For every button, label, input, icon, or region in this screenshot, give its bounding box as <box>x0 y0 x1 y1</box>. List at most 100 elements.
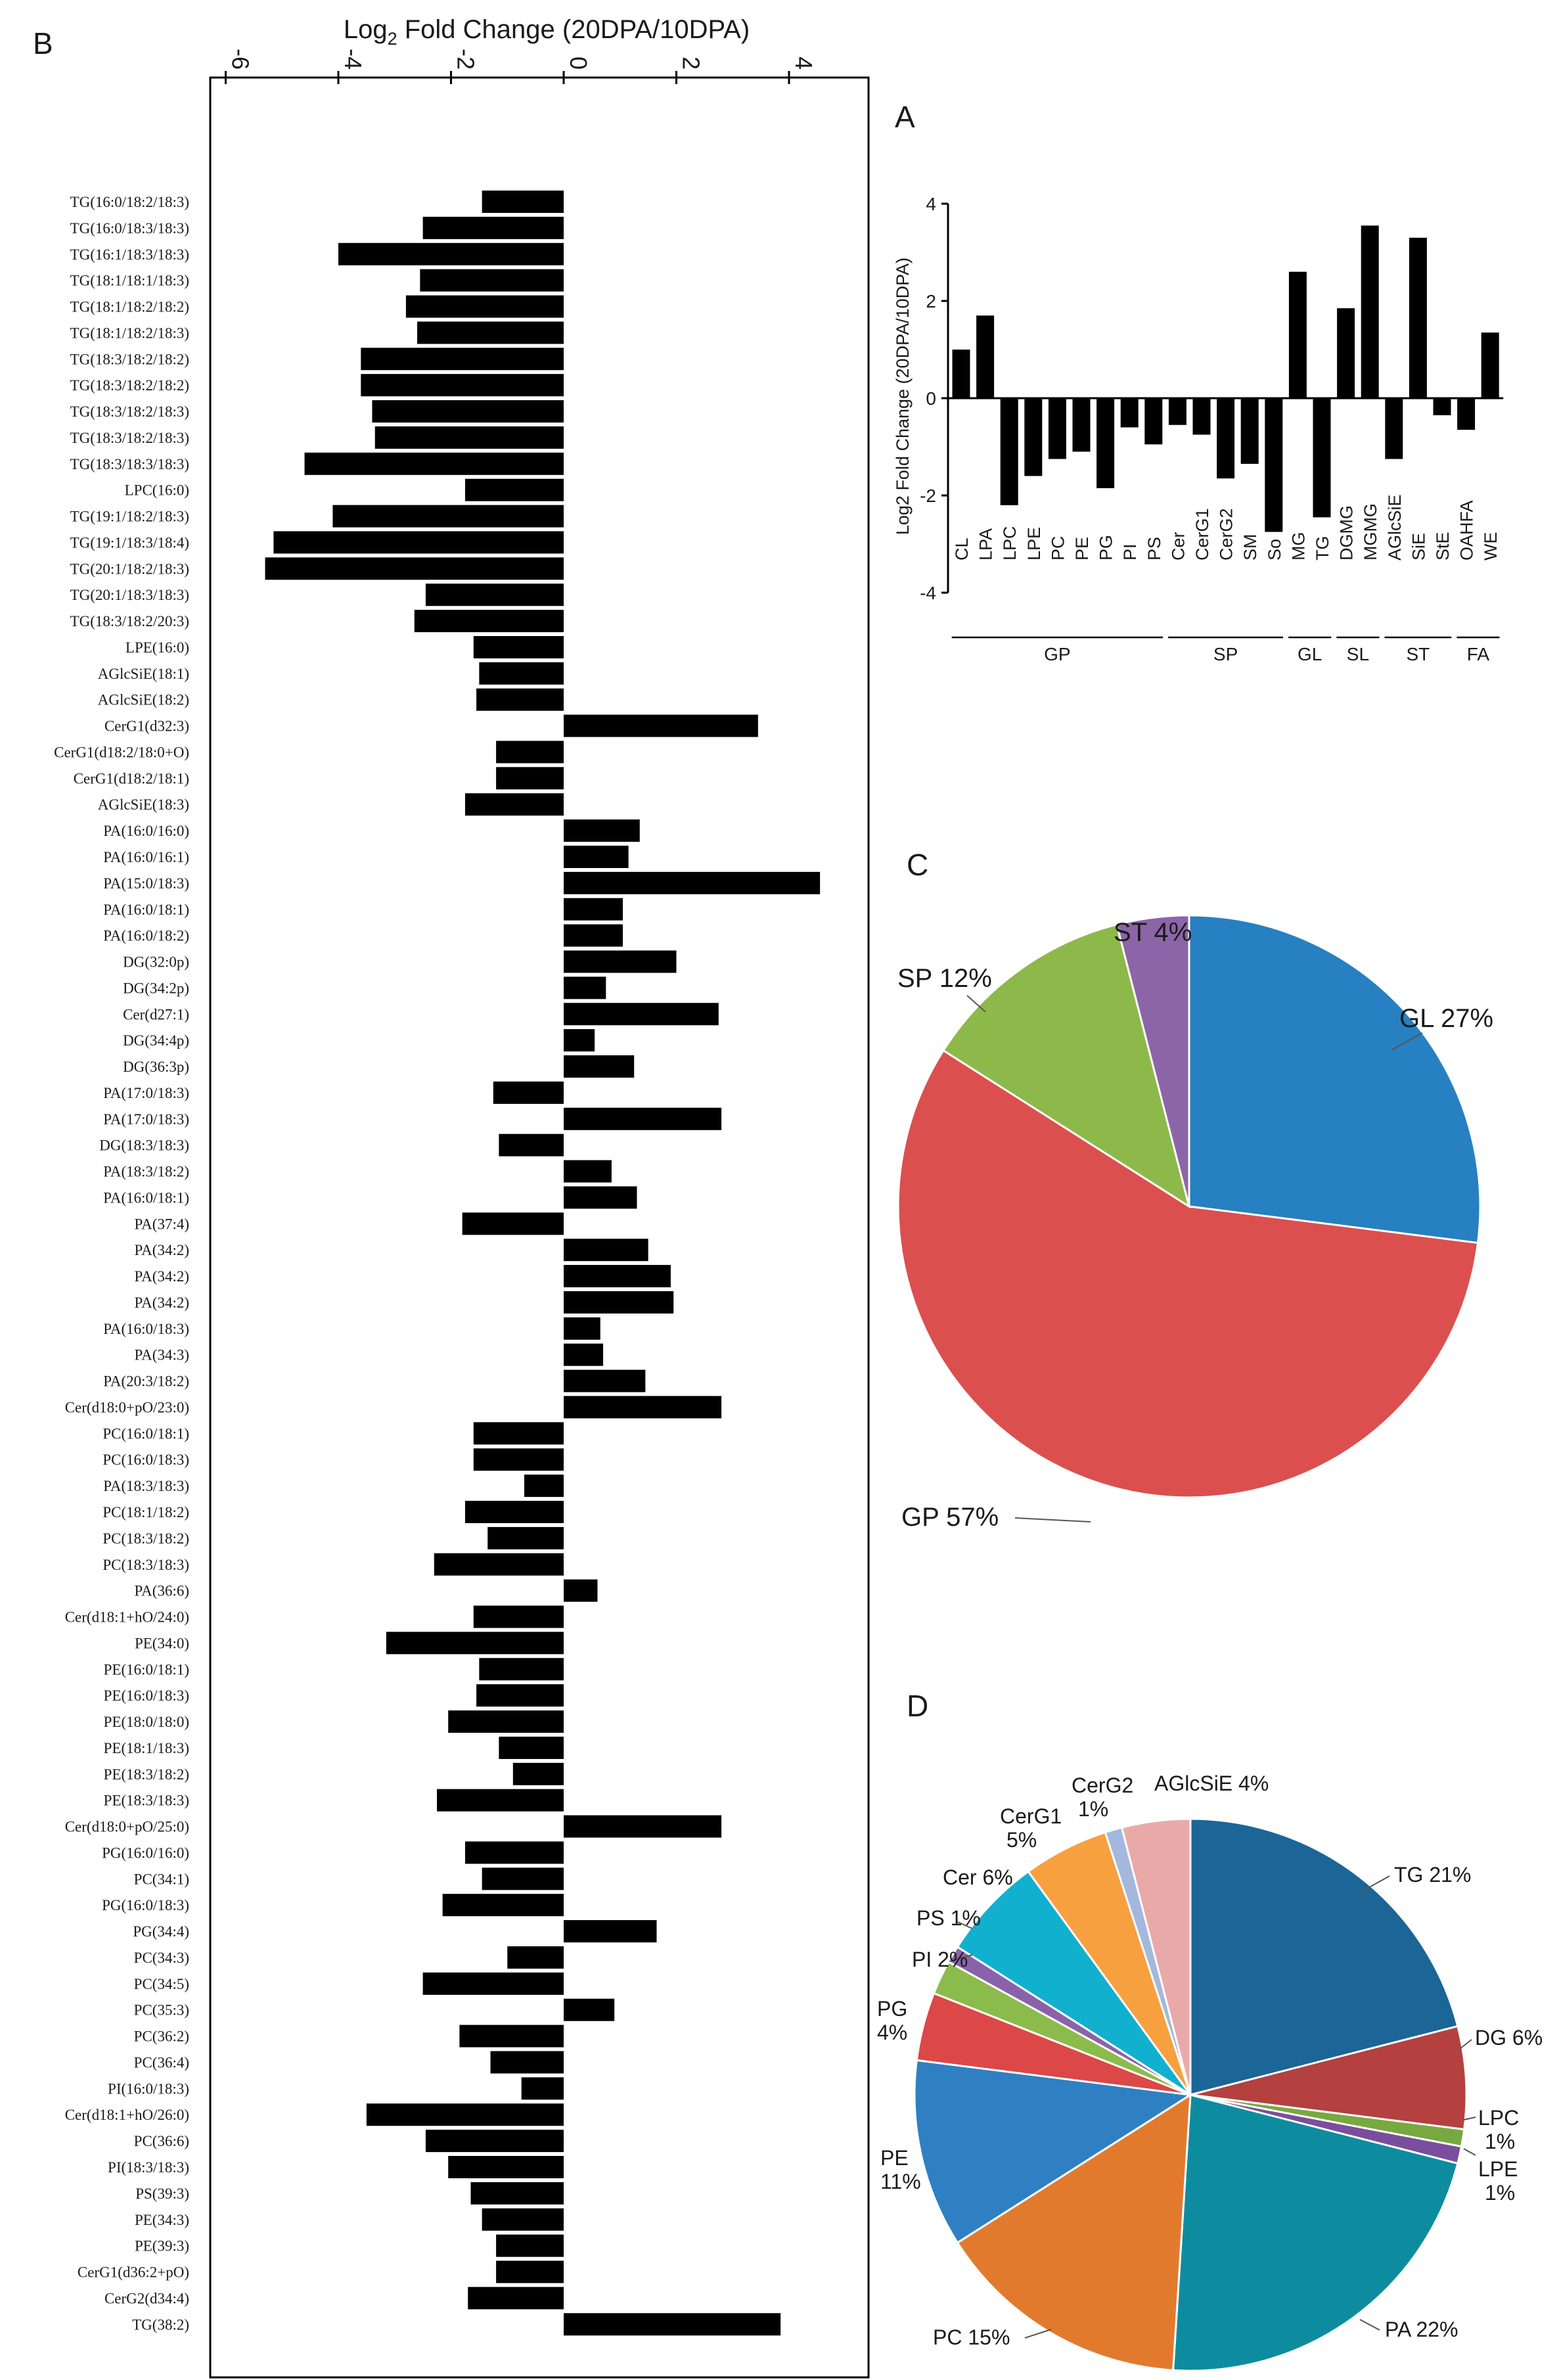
panel-a-category-label: LPC <box>1000 526 1020 561</box>
pie-leader-line <box>1459 2039 1472 2049</box>
panel-a-category-label: SiE <box>1409 533 1428 561</box>
pie-leader-line <box>1463 2148 1476 2156</box>
panel-a-bar <box>1361 225 1379 398</box>
panel-b-bar <box>405 295 564 318</box>
panel-a-y-tick-label: -2 <box>920 486 936 506</box>
panel-a-category-label: So <box>1265 539 1284 561</box>
panel-b-category-label: TG(38:2) <box>132 2316 189 2333</box>
panel-b-bar <box>564 1396 722 1419</box>
pie-label-lpe: LPE <box>1478 2157 1518 2181</box>
panel-b-category-label: TG(18:3/18:2/20:3) <box>70 613 189 629</box>
pie-label-pc: PC 15% <box>933 2325 1010 2349</box>
panel-b-title: Log2 Fold Change (20DPA/10DPA) <box>344 15 750 49</box>
panel-b-category-label: PE(16:0/18:1) <box>104 1661 189 1678</box>
panel-b-category-label: LPC(16:0) <box>125 482 189 499</box>
panel-b-x-tick-label: 0 <box>565 57 592 70</box>
panel-a-y-tick-label: 4 <box>926 194 936 214</box>
panel-b-bar <box>507 1946 564 1969</box>
panel-b-category-label: TG(18:1/18:1/18:3) <box>70 273 189 289</box>
panel-a-bar <box>1457 398 1476 430</box>
panel-b-category-label: PC(34:3) <box>134 1950 189 1966</box>
panel-b-category-label: PC(16:0/18:3) <box>102 1452 189 1468</box>
panel-a-category-label: AGlcSiE <box>1385 494 1405 561</box>
panel-a-category-label: LPA <box>976 528 996 561</box>
panel-b-bar <box>524 1475 564 1498</box>
panel-a-bar <box>1385 398 1403 459</box>
pie-slice-cer <box>956 1870 1192 2096</box>
pie-slice-pc <box>956 2093 1192 2371</box>
panel-a-bar <box>1240 398 1259 464</box>
panel-a-bars <box>952 225 1499 532</box>
panel-b-bar <box>564 1317 600 1340</box>
panel-b-bar <box>420 269 564 292</box>
panel-a-category-label: Cer <box>1168 532 1188 561</box>
pie-slice-aglcsie <box>1120 1818 1192 2095</box>
panel-b-category-label: CerG2(d34:4) <box>104 2290 189 2306</box>
pie-leader-line <box>1359 2319 1380 2331</box>
panel-b-bar <box>479 1658 564 1681</box>
panel-b-bar <box>479 662 564 685</box>
panel-b-bar <box>437 1789 564 1812</box>
panel-b-category-label: PC(18:3/18:3) <box>102 1557 189 1573</box>
panel-b-bar <box>564 1998 615 2021</box>
panel-b-category-label: PE(34:0) <box>135 1635 189 1651</box>
panel-b-bar <box>564 1003 719 1026</box>
panel-b-bar <box>482 1867 564 1890</box>
pie-leader-line <box>949 1954 973 1962</box>
panel-b-bar <box>374 426 564 449</box>
panel-b-category-label: PA(18:3/18:2) <box>103 1164 189 1180</box>
pie-label-pe: 11% <box>880 2170 921 2193</box>
panel-b-bar <box>496 2260 564 2283</box>
pie-label-sp: SP 12% <box>897 964 992 993</box>
panel-b-bar <box>482 191 564 213</box>
panel-b-bar <box>476 1684 564 1707</box>
panel-b-category-label: PC(35:3) <box>134 2002 189 2019</box>
panel-b-category-label: PE(18:1/18:3) <box>104 1740 189 1756</box>
panel-a-bar <box>1481 332 1499 398</box>
panel-b-bar <box>425 584 564 606</box>
panel-b-x-tick-label: -4 <box>340 49 367 70</box>
panel-b-bar <box>512 1762 564 1785</box>
panel-b-category-label: PC(36:4) <box>134 2054 189 2071</box>
panel-b-bar <box>564 1815 722 1838</box>
panel-b-bar <box>564 950 677 973</box>
panel-a-category-label: PS <box>1144 537 1164 561</box>
pie-label-st: ST 4% <box>1114 918 1192 947</box>
panel-b-category-label: PA(20:3/18:2) <box>103 1373 189 1390</box>
panel-a-category-label: MG <box>1288 532 1308 561</box>
panel-b-category-label: TG(18:1/18:2/18:3) <box>70 325 189 341</box>
panel-b-bar <box>496 767 564 790</box>
panel-a-category-label: StE <box>1433 532 1453 561</box>
panel-b-bar <box>434 1553 564 1576</box>
panel-a-chart: Log2 Fold Change (20DPA/10DPA) -4 -2 0 2 4 C… <box>893 194 1504 664</box>
panel-b-bar <box>564 1291 674 1314</box>
panel-b-category-label: PG(16:0/16:0) <box>102 1844 189 1861</box>
panel-b-bar <box>464 478 564 501</box>
panel-a-bar <box>1024 398 1043 476</box>
panel-b-category-label: TG(16:1/18:3/18:3) <box>70 246 189 263</box>
panel-b-category-label: PA(16:0/18:2) <box>103 928 189 944</box>
panel-a-bar <box>1144 398 1163 445</box>
panel-b-title-main: Log <box>344 15 388 44</box>
panel-label-b: B <box>33 26 53 60</box>
panel-b-category-label: PA(17:0/18:3) <box>103 1111 189 1128</box>
panel-b-category-label: PC(36:6) <box>134 2133 189 2149</box>
pie-label-gl: GL 27% <box>1399 1004 1493 1033</box>
panel-b-bar <box>448 1710 564 1733</box>
pie-leader-line <box>1024 2329 1052 2339</box>
panel-b-category-label: TG(20:1/18:3/18:3) <box>70 587 189 603</box>
panel-b-bar <box>564 714 758 737</box>
panel-b-bar <box>499 1736 564 1759</box>
pie-leader-line <box>1463 2117 1476 2120</box>
panel-b-title-sub: 2 <box>388 29 397 49</box>
pie-label-lpc: LPC <box>1478 2106 1519 2130</box>
panel-b-category-label: TG(18:3/18:2/18:2) <box>70 351 189 367</box>
panel-c-pie: GL 27% GP 57% SP 12% ST 4% <box>897 914 1493 1532</box>
panel-b-category-label: PA(16:0/16:0) <box>103 823 189 839</box>
panel-a-group-label: FA <box>1467 644 1490 664</box>
panel-a-bar <box>1192 398 1211 435</box>
panel-b-category-label: AGlcSiE(18:2) <box>98 692 189 708</box>
panel-b-category-label: PI(16:0/18:3) <box>108 2080 189 2097</box>
panel-b-bar <box>442 1894 564 1917</box>
pie-label-cerg2: CerG2 <box>1072 1774 1133 1797</box>
